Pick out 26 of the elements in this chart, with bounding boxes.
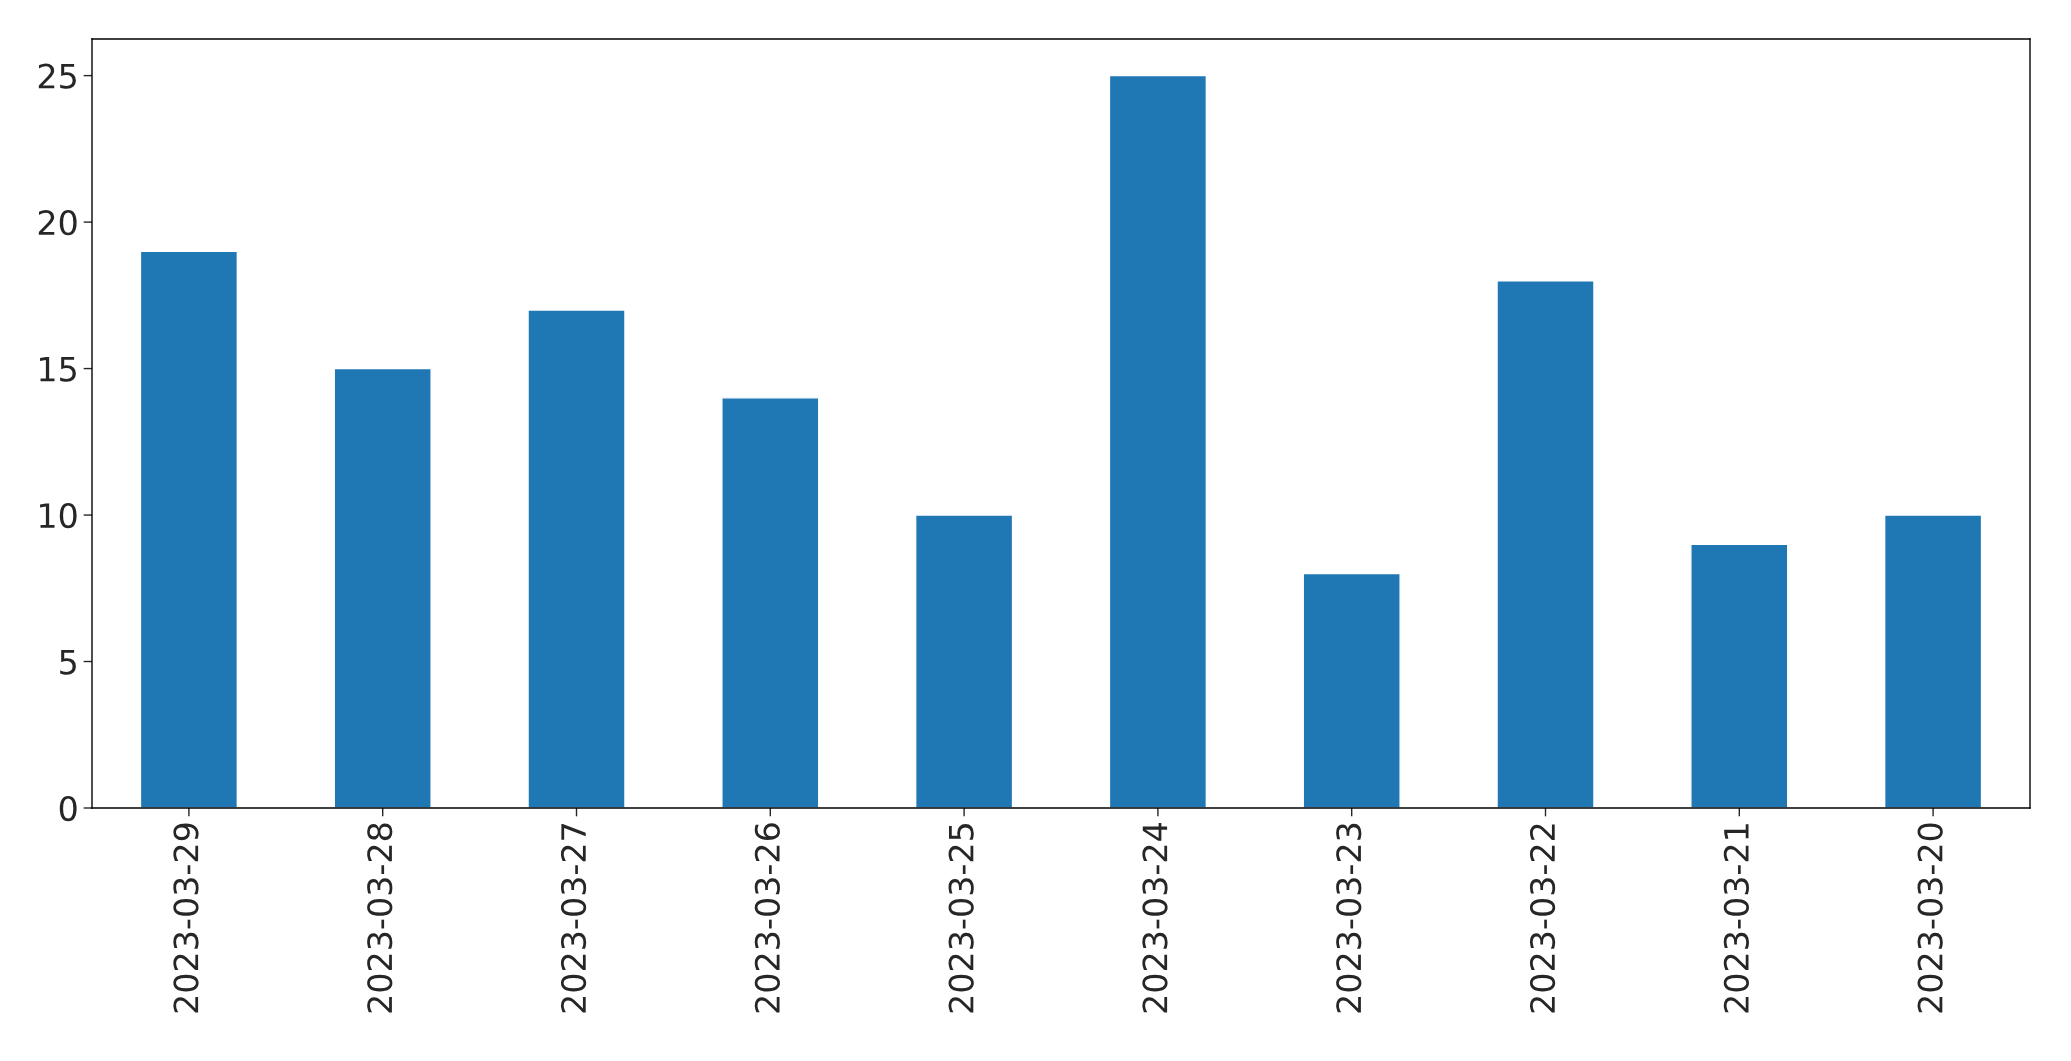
bar xyxy=(1883,514,1983,808)
bar xyxy=(1496,279,1595,808)
x-tick-label: 2023-03-29 xyxy=(173,823,199,1013)
bar xyxy=(333,367,432,808)
x-tick-label: 2023-03-22 xyxy=(1529,824,1556,1013)
x-tick-label: 2023-03-21 xyxy=(1723,824,1749,1013)
bar xyxy=(914,514,1014,808)
x-tick-label: 2023-03-20 xyxy=(1917,823,1943,1013)
bar xyxy=(527,309,626,808)
y-tick-label: 0 xyxy=(59,795,77,822)
x-tick-label: 2023-03-27 xyxy=(560,824,587,1013)
y-tick-label: 20 xyxy=(38,210,77,236)
x-tick-label: 2023-03-23 xyxy=(1336,823,1362,1013)
y-tick-label: 25 xyxy=(38,63,76,89)
bar xyxy=(1690,543,1789,808)
x-tick-label: 2023-03-26 xyxy=(754,823,780,1013)
bar xyxy=(721,397,820,808)
x-tick-label: 2023-03-28 xyxy=(367,823,393,1013)
y-tick-label: 5 xyxy=(60,649,76,675)
y-tick-label: 10 xyxy=(40,502,77,529)
y-tick-label: 15 xyxy=(40,356,76,382)
bar xyxy=(139,250,239,808)
bar xyxy=(1108,74,1208,808)
x-tick-label: 2023-03-25 xyxy=(948,824,974,1013)
x-tick-label: 2023-03-24 xyxy=(1142,823,1168,1013)
bar xyxy=(1302,572,1401,808)
